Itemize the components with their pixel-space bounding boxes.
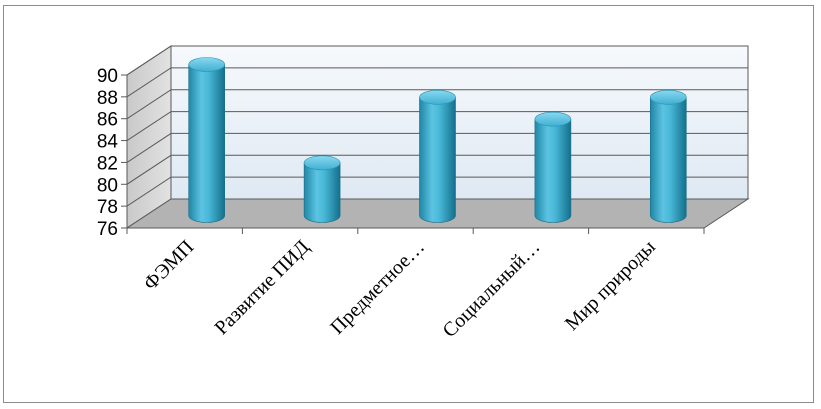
bar-top (188, 57, 225, 72)
y-tick-label: 90 (97, 66, 118, 87)
bar-body (419, 96, 456, 223)
x-axis-labels: ФЭМП Развитие ПИД Предметное… Социальный… Ми… (139, 236, 659, 342)
x-tick-label: Социальный… (439, 236, 545, 342)
y-tick-label: 82 (97, 153, 118, 174)
x-tick-label: Предметное… (326, 236, 429, 339)
gridline (126, 89, 748, 120)
bar-top (303, 155, 341, 171)
bars (188, 57, 687, 223)
bar-top (419, 89, 456, 105)
x-tick-label: ФЭМП (139, 236, 198, 295)
side-wall (126, 45, 172, 229)
bar-body (188, 64, 225, 223)
bar-top (534, 111, 572, 127)
x-tick-label: Мир природы (561, 236, 660, 335)
y-tick-label: 88 (97, 88, 118, 109)
y-tick-label: 84 (97, 132, 119, 153)
bar-body (534, 118, 572, 223)
x-tick-label: Развитие ПИД (210, 236, 313, 339)
bar-top (649, 89, 687, 105)
y-tick-label: 78 (97, 197, 118, 218)
axes (121, 74, 705, 234)
bar-body (650, 96, 687, 223)
gridline (126, 67, 748, 98)
y-tick-label: 86 (97, 110, 118, 131)
gridline (126, 111, 748, 141)
bar (534, 111, 572, 223)
bar (649, 89, 687, 223)
bar-body (303, 162, 341, 223)
bar (188, 57, 225, 223)
gridline (126, 45, 748, 76)
bar (419, 89, 456, 223)
bar (303, 155, 341, 223)
y-tick-label: 76 (97, 219, 118, 240)
y-tick-label: 80 (97, 175, 118, 196)
